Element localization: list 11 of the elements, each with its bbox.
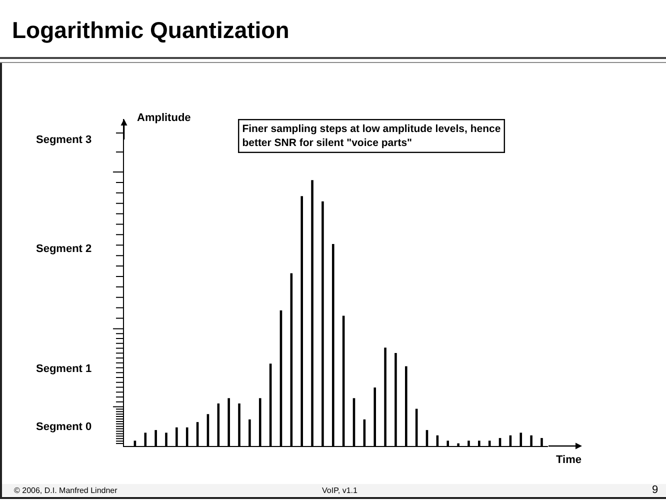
text: Segment 2 [36,243,92,255]
text: Finer sampling steps at low amplitude levels, hence better SNR for silent "voice parts" [242,123,501,149]
text: Segment 0 [36,421,92,433]
chart-title: Logarithmic Quantization [12,17,290,44]
text: © 2006, D.I. Manfred Lindner [14,486,118,495]
text: VoIP, v1.1 [322,486,358,495]
text: Amplitude [137,112,191,124]
text: Segment 3 [36,134,92,146]
text: 9 [652,484,658,496]
x-axis-title: Time [556,454,582,466]
text: Segment 1 [36,363,92,375]
